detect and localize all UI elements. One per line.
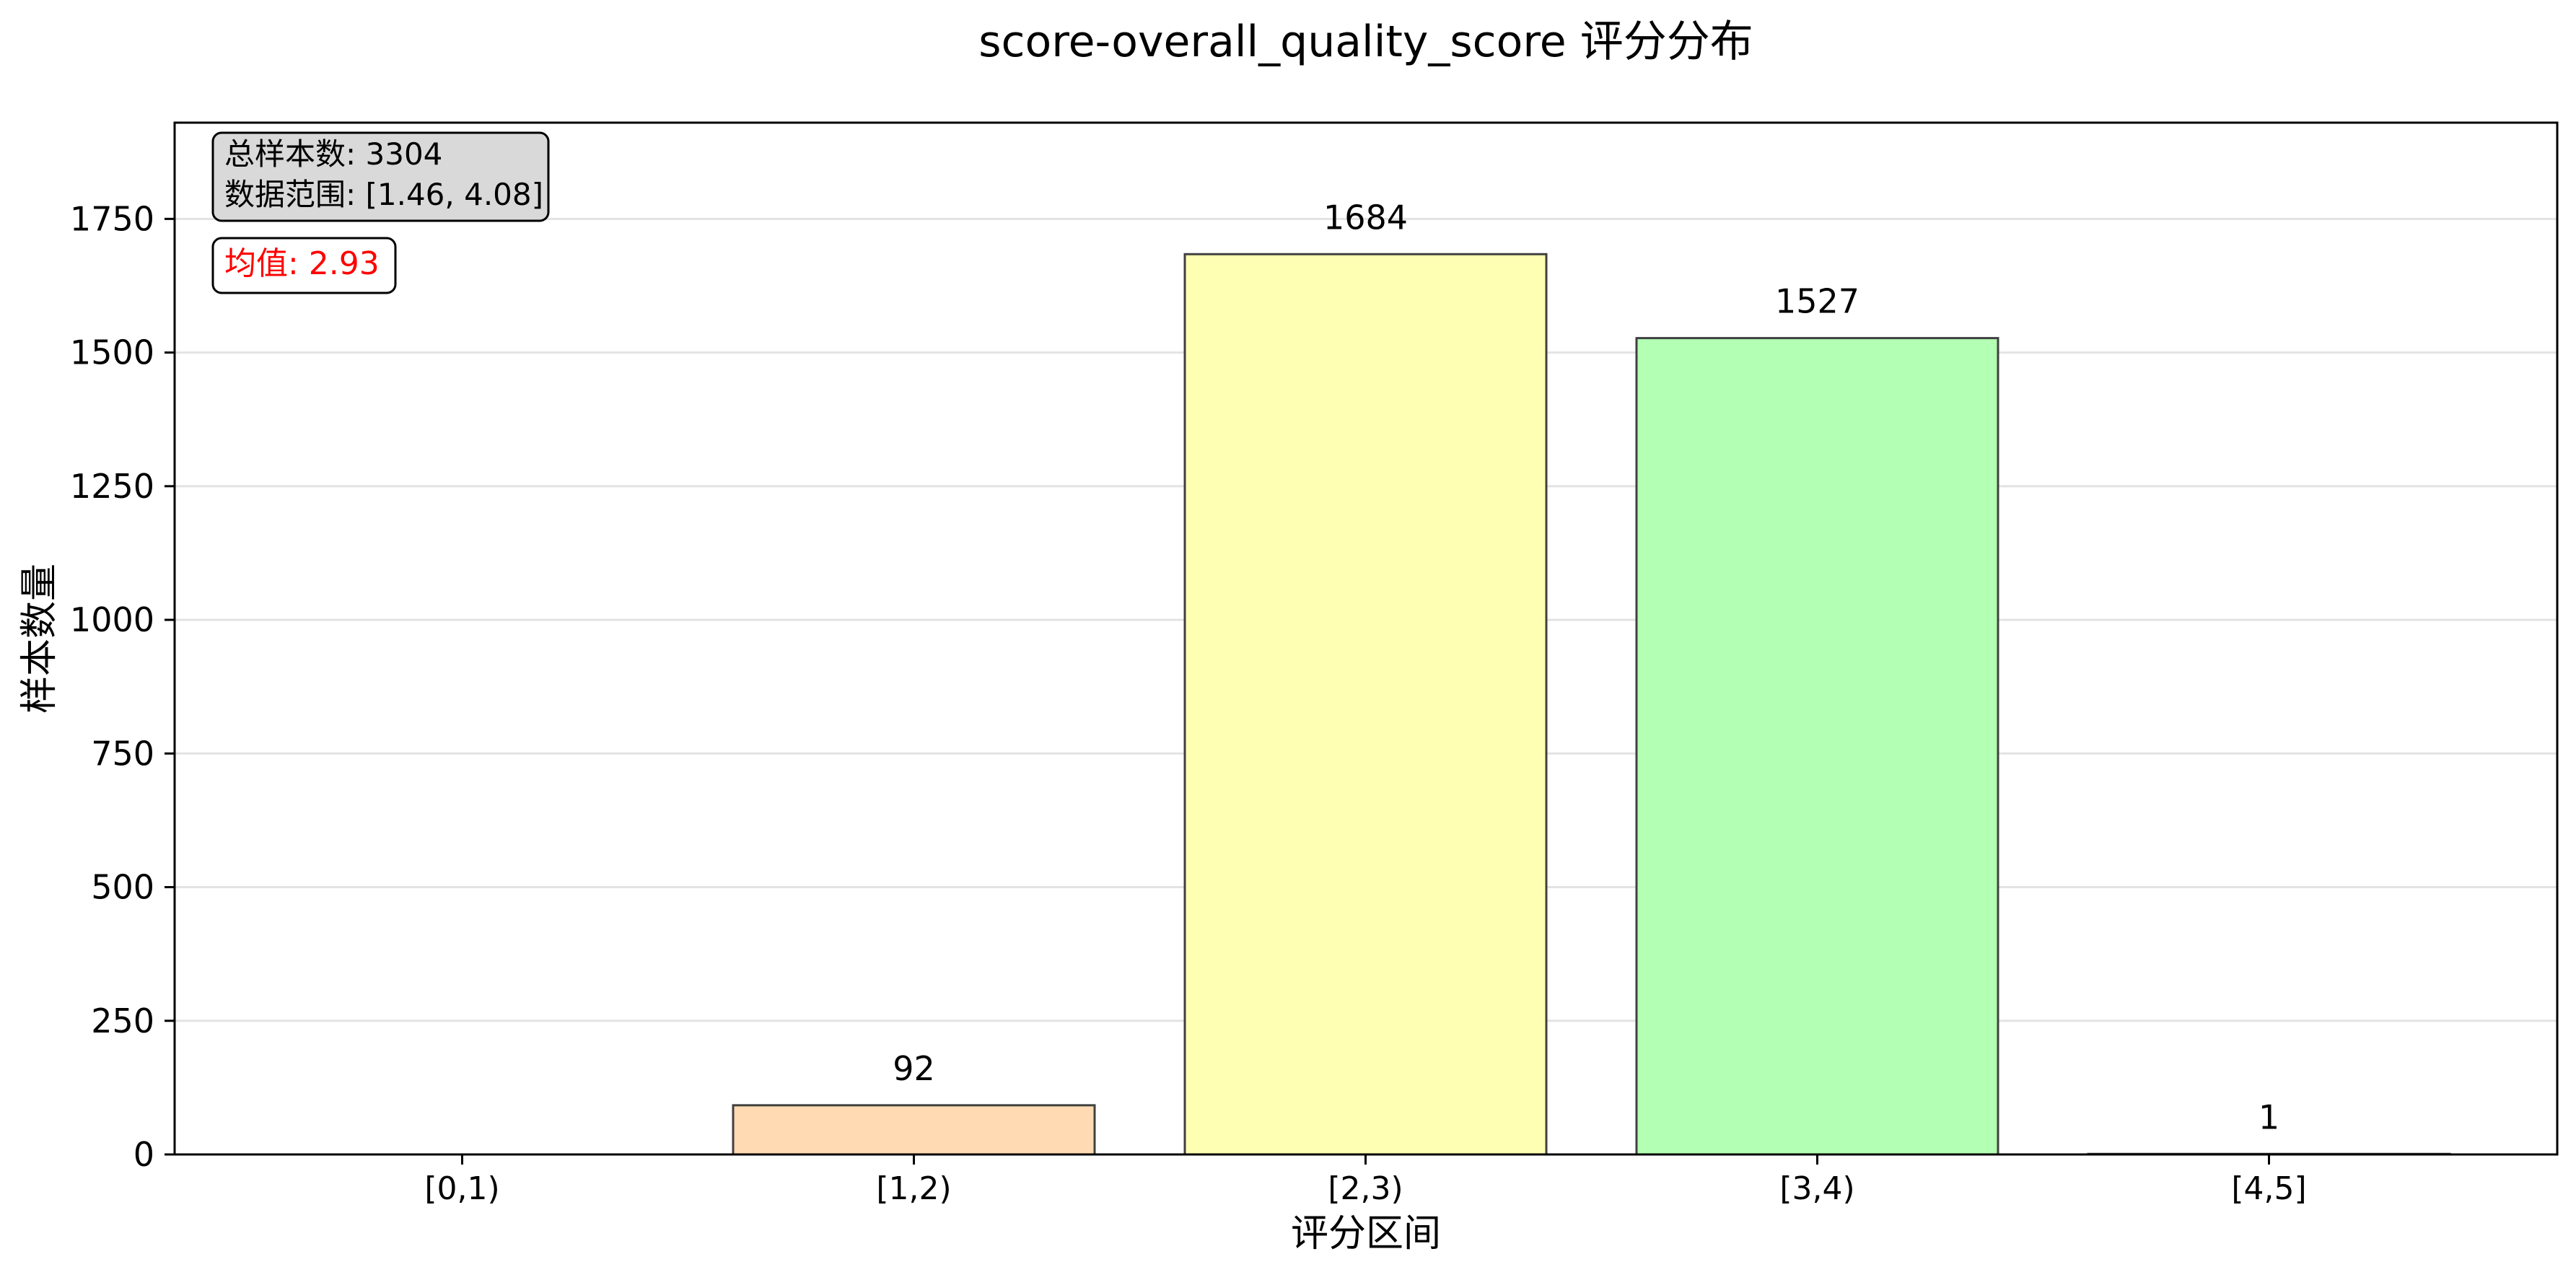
chart-title: score-overall_quality_score 评分分布: [978, 17, 1753, 67]
stats-box-background: [211, 131, 550, 222]
y-tick-label-0: 0: [133, 1135, 154, 1174]
y-tick-label-4: 1000: [70, 600, 154, 639]
x-tick-label-1: [1,2): [876, 1170, 951, 1207]
mean-box-background: [211, 237, 397, 294]
bar-value-labels: 92 1684 1527 1: [893, 198, 2279, 1136]
bar-value-label-4: 1: [2259, 1097, 2279, 1136]
stats-total-samples: 总样本数: 3304: [224, 136, 442, 172]
x-tick-label-4: [4,5]: [2231, 1170, 2306, 1207]
y-tick-label-1: 250: [91, 1001, 154, 1040]
y-tick-label-2: 500: [91, 868, 154, 907]
y-axis-ticks: 0 250 500 750 1000 1250 1500 1750: [70, 199, 175, 1174]
x-axis-label: 评分区间: [1291, 1212, 1441, 1255]
bar-value-label-2: 1684: [1323, 198, 1408, 237]
y-tick-label-7: 1750: [70, 199, 154, 238]
x-axis-ticks: [0,1) [1,2) [2,3) [3,4) [4,5]: [424, 1154, 2307, 1207]
x-tick-label-2: [2,3): [1328, 1170, 1403, 1207]
y-tick-label-5: 1250: [70, 467, 154, 506]
y-tick-label-3: 750: [91, 734, 154, 773]
bar-value-label-1: 92: [893, 1049, 935, 1088]
bar-value-label-3: 1527: [1775, 282, 1859, 321]
y-axis-label: 样本数量: [18, 564, 61, 714]
x-tick-label-0: [0,1): [424, 1170, 499, 1207]
mean-annotation: 均值: 2.93: [211, 237, 397, 294]
y-tick-label-6: 1500: [70, 333, 154, 372]
mean-value-text: 均值: 2.93: [224, 245, 380, 282]
bar-2: [1183, 253, 1548, 1156]
bar-1: [732, 1104, 1096, 1156]
bar-3: [1635, 337, 1999, 1156]
stats-annotation: 总样本数: 3304 数据范围: [1.46, 4.08]: [211, 131, 550, 222]
stats-data-range: 数据范围: [1.46, 4.08]: [224, 177, 543, 212]
bars: [732, 253, 2451, 1156]
x-tick-label-3: [3,4): [1779, 1170, 1854, 1207]
